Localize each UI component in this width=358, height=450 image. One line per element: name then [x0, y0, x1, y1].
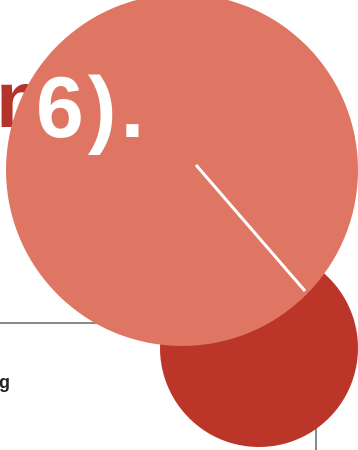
divider-line-vertical: [315, 420, 317, 450]
slide-number-text: 6).: [36, 60, 149, 156]
body-text-fragment: g: [0, 372, 10, 392]
connector-line: [194, 164, 307, 292]
large-circle: [6, 0, 358, 346]
